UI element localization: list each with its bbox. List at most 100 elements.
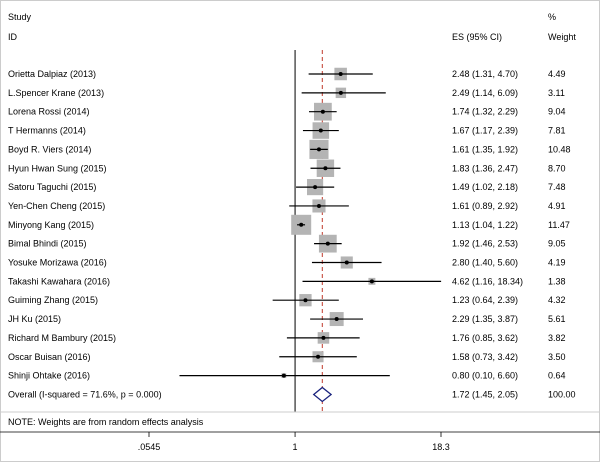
study-label: Oscar Buisan (2016) bbox=[8, 352, 91, 362]
study-row: Yen-Chen Cheng (2015) 1.61 (0.89, 2.92) 4.… bbox=[8, 199, 566, 213]
es-value: 1.92 (1.46, 2.53) bbox=[452, 239, 518, 249]
study-label: Richard M Bambury (2015) bbox=[8, 333, 116, 343]
study-row: T Hermanns (2014) 1.67 (1.17, 2.39) 7.81 bbox=[8, 122, 566, 139]
study-label: JH Ku (2015) bbox=[8, 314, 61, 324]
header-id: ID bbox=[8, 32, 18, 42]
weight-value: 9.04 bbox=[548, 107, 566, 117]
point-estimate bbox=[316, 354, 321, 359]
point-estimate bbox=[369, 279, 374, 284]
study-row: Richard M Bambury (2015) 1.76 (0.85, 3.62… bbox=[8, 332, 566, 344]
study-label: Yosuke Morizawa (2016) bbox=[8, 258, 107, 268]
es-value: 1.58 (0.73, 3.42) bbox=[452, 352, 518, 362]
footnote: NOTE: Weights are from random effects an… bbox=[8, 417, 204, 427]
weight-value: 5.61 bbox=[548, 314, 566, 324]
overall-label: Overall (I-squared = 71.6%, p = 0.000) bbox=[8, 389, 162, 399]
overall-row: Overall (I-squared = 71.6%, p = 0.000) 1.… bbox=[8, 386, 576, 403]
study-row: Hyun Hwan Sung (2015) 1.83 (1.36, 2.47) 8.… bbox=[8, 159, 566, 177]
weight-value: 4.19 bbox=[548, 258, 566, 268]
study-rows: Orietta Dalpiaz (2013) 2.48 (1.31, 4.70) 4… bbox=[8, 67, 571, 381]
weight-value: 4.32 bbox=[548, 295, 566, 305]
header-percent: % bbox=[548, 12, 556, 22]
point-estimate bbox=[303, 298, 308, 303]
study-label: Takashi Kawahara (2016) bbox=[8, 276, 110, 286]
study-label: Lorena Rossi (2014) bbox=[8, 107, 90, 117]
point-estimate bbox=[316, 203, 321, 208]
point-estimate bbox=[281, 373, 286, 378]
point-estimate bbox=[338, 72, 343, 76]
point-estimate bbox=[323, 166, 328, 171]
point-estimate bbox=[325, 241, 330, 246]
point-estimate bbox=[320, 109, 325, 114]
x-tick-label: .0545 bbox=[138, 442, 161, 452]
point-estimate bbox=[313, 185, 318, 190]
weight-value: 3.50 bbox=[548, 352, 566, 362]
es-value: 2.29 (1.35, 3.87) bbox=[452, 314, 518, 324]
study-row: Orietta Dalpiaz (2013) 2.48 (1.31, 4.70) 4… bbox=[8, 67, 566, 81]
study-label: Boyd R. Viers (2014) bbox=[8, 144, 91, 154]
point-estimate bbox=[344, 260, 349, 265]
study-row: Bimal Bhindi (2015) 1.92 (1.46, 2.53) 9.05 bbox=[8, 234, 566, 253]
point-estimate bbox=[321, 335, 326, 340]
weight-value: 3.82 bbox=[548, 333, 566, 343]
weight-value: 8.70 bbox=[548, 163, 566, 173]
study-label: Yen-Chen Cheng (2015) bbox=[8, 201, 105, 211]
weight-value: 7.48 bbox=[548, 182, 566, 192]
overall-weight-value: 100.00 bbox=[548, 389, 576, 399]
weight-value: 4.91 bbox=[548, 201, 566, 211]
weight-value: 1.38 bbox=[548, 276, 566, 286]
es-value: 0.80 (0.10, 6.60) bbox=[452, 371, 518, 381]
study-row: Yosuke Morizawa (2016) 2.80 (1.40, 5.60) 4… bbox=[8, 256, 566, 269]
study-label: Orietta Dalpiaz (2013) bbox=[8, 69, 96, 79]
weight-value: 10.48 bbox=[548, 144, 571, 154]
es-value: 1.61 (1.35, 1.92) bbox=[452, 144, 518, 154]
study-row: Guiming Zhang (2015) 1.23 (0.64, 2.39) 4.3… bbox=[8, 294, 566, 307]
es-value: 2.80 (1.40, 5.60) bbox=[452, 258, 518, 268]
es-value: 1.49 (1.02, 2.18) bbox=[452, 182, 518, 192]
es-value: 2.49 (1.14, 6.09) bbox=[452, 88, 518, 98]
es-value: 2.48 (1.31, 4.70) bbox=[452, 69, 518, 79]
x-tick-label: 18.3 bbox=[432, 442, 450, 452]
x-tick-label: 1 bbox=[293, 442, 298, 452]
weight-value: 9.05 bbox=[548, 239, 566, 249]
study-row: Oscar Buisan (2016) 1.58 (0.73, 3.42) 3.50 bbox=[8, 351, 566, 363]
weight-value: 7.81 bbox=[548, 126, 566, 136]
study-row: Satoru Taguchi (2015) 1.49 (1.02, 2.18) 7.… bbox=[8, 179, 566, 196]
study-label: T Hermanns (2014) bbox=[8, 126, 86, 136]
es-value: 1.74 (1.32, 2.29) bbox=[452, 107, 518, 117]
point-estimate bbox=[299, 222, 304, 227]
es-value: 4.62 (1.16, 18.34) bbox=[452, 276, 523, 286]
study-label: Bimal Bhindi (2015) bbox=[8, 239, 87, 249]
study-row: Minyong Kang (2015) 1.13 (1.04, 1.22) 11.4… bbox=[8, 214, 570, 235]
es-value: 1.61 (0.89, 2.92) bbox=[452, 201, 518, 211]
weight-value: 4.49 bbox=[548, 69, 566, 79]
es-value: 1.13 (1.04, 1.22) bbox=[452, 220, 518, 230]
header-weight: Weight bbox=[548, 32, 576, 42]
study-label: Satoru Taguchi (2015) bbox=[8, 182, 96, 192]
study-label: Guiming Zhang (2015) bbox=[8, 295, 98, 305]
study-label: Minyong Kang (2015) bbox=[8, 220, 94, 230]
study-label: L.Spencer Krane (2013) bbox=[8, 88, 104, 98]
es-value: 1.23 (0.64, 2.39) bbox=[452, 295, 518, 305]
es-value: 1.76 (0.85, 3.62) bbox=[452, 333, 518, 343]
study-label: Shinji Ohtake (2016) bbox=[8, 371, 90, 381]
study-row: L.Spencer Krane (2013) 2.49 (1.14, 6.09) 3… bbox=[8, 87, 565, 99]
header-es: ES (95% CI) bbox=[452, 32, 502, 42]
es-value: 1.67 (1.17, 2.39) bbox=[452, 126, 518, 136]
point-estimate bbox=[338, 90, 343, 95]
es-value: 1.83 (1.36, 2.47) bbox=[452, 163, 518, 173]
weight-value: 11.47 bbox=[548, 220, 570, 230]
weight-value: 3.11 bbox=[548, 88, 565, 98]
x-axis-ticks: .0545 1 18.3 bbox=[138, 432, 450, 452]
study-label: Hyun Hwan Sung (2015) bbox=[8, 163, 107, 173]
overall-diamond bbox=[312, 386, 333, 403]
study-row: JH Ku (2015) 2.29 (1.35, 3.87) 5.61 bbox=[8, 312, 566, 327]
study-row: Takashi Kawahara (2016) 4.62 (1.16, 18.34… bbox=[8, 276, 566, 286]
point-estimate bbox=[316, 147, 321, 152]
header-study: Study bbox=[8, 12, 32, 22]
study-row: Shinji Ohtake (2016) 0.80 (0.10, 6.60) 0.6… bbox=[8, 371, 566, 381]
point-estimate bbox=[318, 128, 323, 133]
point-estimate bbox=[334, 317, 339, 322]
overall-es-value: 1.72 (1.45, 2.05) bbox=[452, 389, 518, 399]
study-row: Boyd R. Viers (2014) 1.61 (1.35, 1.92) 10.… bbox=[8, 139, 571, 159]
